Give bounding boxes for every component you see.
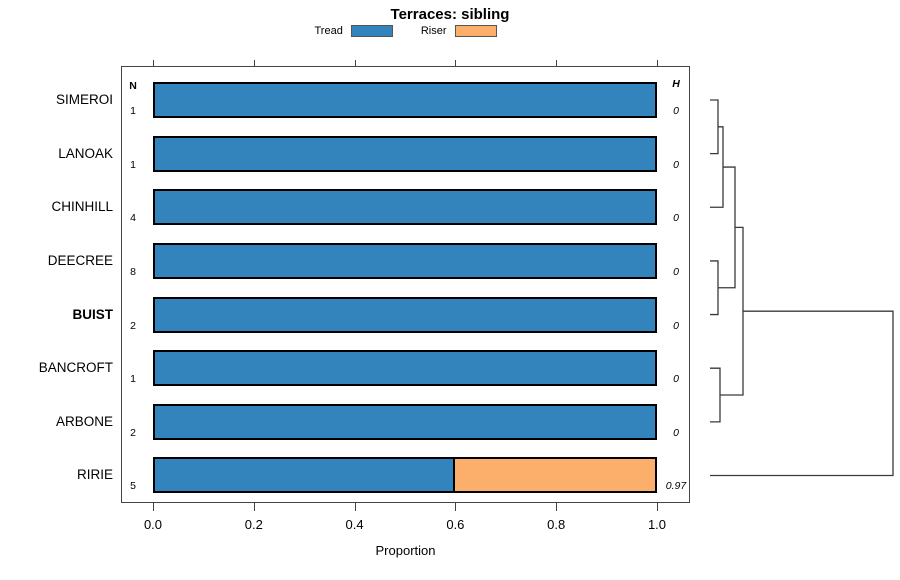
x-axis-tick-top	[455, 60, 457, 66]
h-value: 0	[673, 105, 679, 117]
n-value: 1	[130, 373, 136, 386]
x-axis-tick	[455, 503, 457, 511]
h-value: 0.97	[665, 480, 687, 493]
h-value: 0	[673, 265, 679, 278]
h-value: 0	[673, 373, 679, 386]
x-axis-tick	[657, 503, 658, 511]
chart-title: Terraces: sibling	[390, 6, 510, 23]
bar-segment-tread	[153, 457, 456, 494]
h-value: 0	[673, 319, 679, 332]
legend-item-riser: Riser	[421, 25, 497, 37]
x-axis-tick-top	[657, 60, 658, 66]
h-column-header: H	[672, 78, 680, 90]
x-axis-tick	[556, 503, 558, 511]
category-label: BANCROFT	[38, 360, 113, 376]
x-axis-tick-top	[153, 60, 154, 66]
category-label: RIRIE	[76, 467, 113, 483]
x-axis-tick	[354, 503, 356, 511]
n-value: 1	[130, 105, 136, 117]
x-axis-tick-top	[354, 60, 356, 66]
legend-label-riser: Riser	[420, 25, 447, 37]
x-axis-tick-top	[253, 60, 255, 66]
h-value: 0	[673, 426, 679, 439]
category-label: BUIST	[72, 306, 114, 322]
riser-swatch-icon	[454, 25, 497, 37]
dendrogram-links	[710, 99, 894, 477]
bar-segment-tread	[153, 189, 657, 226]
bar-segment-tread	[153, 82, 657, 118]
x-axis-tick-label: 1.0	[647, 517, 667, 532]
h-value: 0	[673, 158, 679, 171]
category-label: ARBONE	[55, 413, 113, 429]
bar-segment-tread	[153, 296, 657, 333]
x-axis-tick	[153, 503, 154, 511]
n-value: 2	[130, 426, 136, 439]
bar-segment-tread	[153, 403, 657, 440]
x-axis-tick-label: 0.0	[143, 517, 163, 532]
x-axis-tick-label: 0.2	[244, 517, 263, 532]
x-axis-tick-top	[556, 60, 558, 66]
n-value: 4	[130, 212, 136, 225]
legend-label-tread: Tread	[314, 25, 343, 37]
category-label: SIMEROI	[55, 92, 113, 107]
tread-swatch-icon	[350, 25, 393, 37]
n-value: 5	[130, 480, 136, 493]
n-value: 1	[130, 158, 136, 171]
category-label: DEECREE	[47, 252, 113, 268]
category-label: LANOAK	[58, 145, 113, 161]
bar-segment-tread	[153, 135, 657, 172]
bar-segment-tread	[153, 242, 657, 279]
n-column-header: N	[129, 80, 137, 92]
bar-segment-tread	[153, 350, 657, 387]
x-axis-tick	[253, 503, 255, 511]
h-value: 0	[673, 212, 679, 225]
x-axis-tick-label: 0.8	[547, 517, 566, 532]
n-value: 2	[130, 319, 136, 332]
legend: Tread Riser	[121, 23, 690, 39]
x-axis-tick-label: 0.4	[345, 517, 364, 532]
bar-segment-riser	[453, 457, 657, 494]
legend-item-tread: Tread	[315, 25, 393, 37]
category-label: CHINHILL	[51, 199, 113, 215]
n-value: 8	[130, 265, 136, 278]
plot-panel	[121, 66, 690, 503]
x-axis-tick-label: 0.6	[446, 517, 465, 532]
x-axis-label: Proportion	[375, 543, 436, 558]
